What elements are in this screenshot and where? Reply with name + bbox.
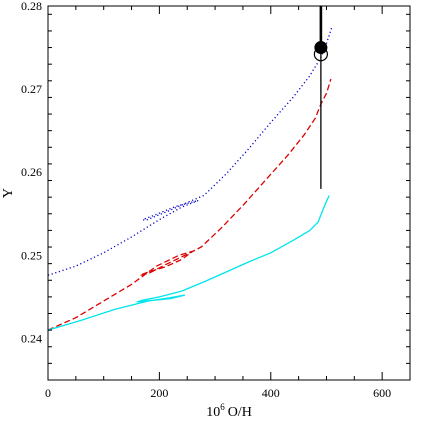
y-axis-label: Y <box>1 188 16 198</box>
x-axis-label-suffix: O/H <box>228 405 252 420</box>
y-tick-label: 0.27 <box>21 82 42 96</box>
x-axis-label-superscript: 6 <box>220 402 225 412</box>
dashed-series-line <box>48 78 332 331</box>
x-tick-label: 0 <box>45 386 51 400</box>
x-tick-label: 400 <box>262 386 280 400</box>
tick-layer: 0 200 400 600 0.24 0.25 0.26 0.27 0.28 <box>21 0 411 400</box>
x-tick-label: 200 <box>150 386 168 400</box>
x-tick-label: 600 <box>373 386 391 400</box>
y-tick-label: 0.28 <box>21 0 42 13</box>
y-tick-label: 0.26 <box>21 165 42 179</box>
data-point-open <box>313 47 328 62</box>
y-tick-label: 0.24 <box>21 331 42 345</box>
x-axis-label: 106 O/H <box>206 402 252 420</box>
marker-layer <box>313 6 328 189</box>
dotted-series-line <box>48 26 333 276</box>
solid-series-line <box>48 195 330 331</box>
x-axis-label-base: 10 <box>206 405 220 420</box>
plot-frame <box>47 5 411 381</box>
y-tick-label: 0.25 <box>21 248 42 262</box>
series-layer <box>48 26 333 331</box>
